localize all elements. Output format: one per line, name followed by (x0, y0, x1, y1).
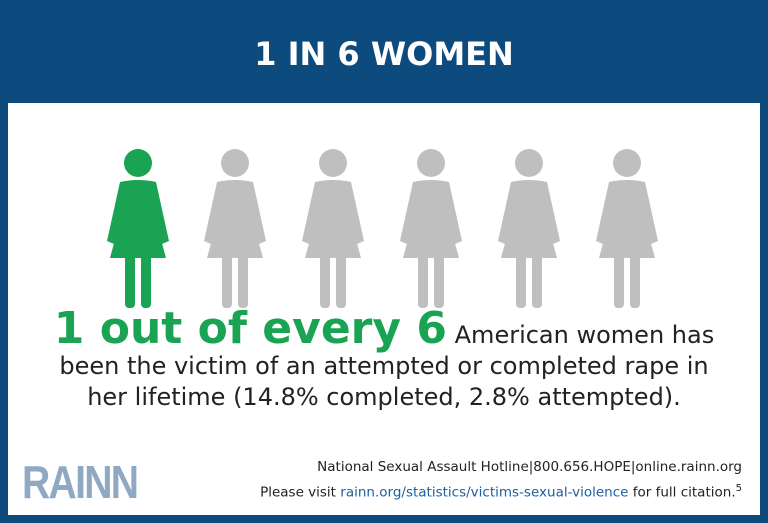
citation-suffix: for full citation. (632, 484, 736, 501)
woman-icon (596, 149, 658, 308)
woman-icon (400, 149, 462, 308)
woman-icon (204, 149, 266, 308)
title: 1 IN 6 WOMEN (254, 35, 514, 73)
logo: RAINN (22, 456, 139, 508)
woman-icon (302, 149, 364, 308)
pictograph (107, 149, 658, 308)
footnote: 5 (735, 483, 742, 494)
citation: Please visit rainn.org/statistics/victim… (260, 483, 742, 501)
woman-icon (498, 149, 560, 308)
highlight: 1 out of every 6 (53, 303, 447, 354)
statement-text: American women has (454, 321, 715, 349)
hotline: National Sexual Assault Hotline|800.656.… (317, 459, 742, 475)
woman-icon (107, 149, 169, 308)
statement-text: been the victim of an attempted or compl… (59, 352, 709, 380)
panel: 1 out of every 6 American women has been… (8, 103, 760, 515)
statement-text: her lifetime (14.8% completed, 2.8% atte… (87, 383, 681, 411)
statement-line: 1 out of every 6 American women has (8, 307, 760, 351)
citation-prefix: Please visit (260, 484, 336, 501)
citation-link[interactable]: rainn.org/statistics/victims-sexual-viol… (340, 484, 629, 501)
statement: 1 out of every 6 American women has been… (8, 307, 760, 413)
